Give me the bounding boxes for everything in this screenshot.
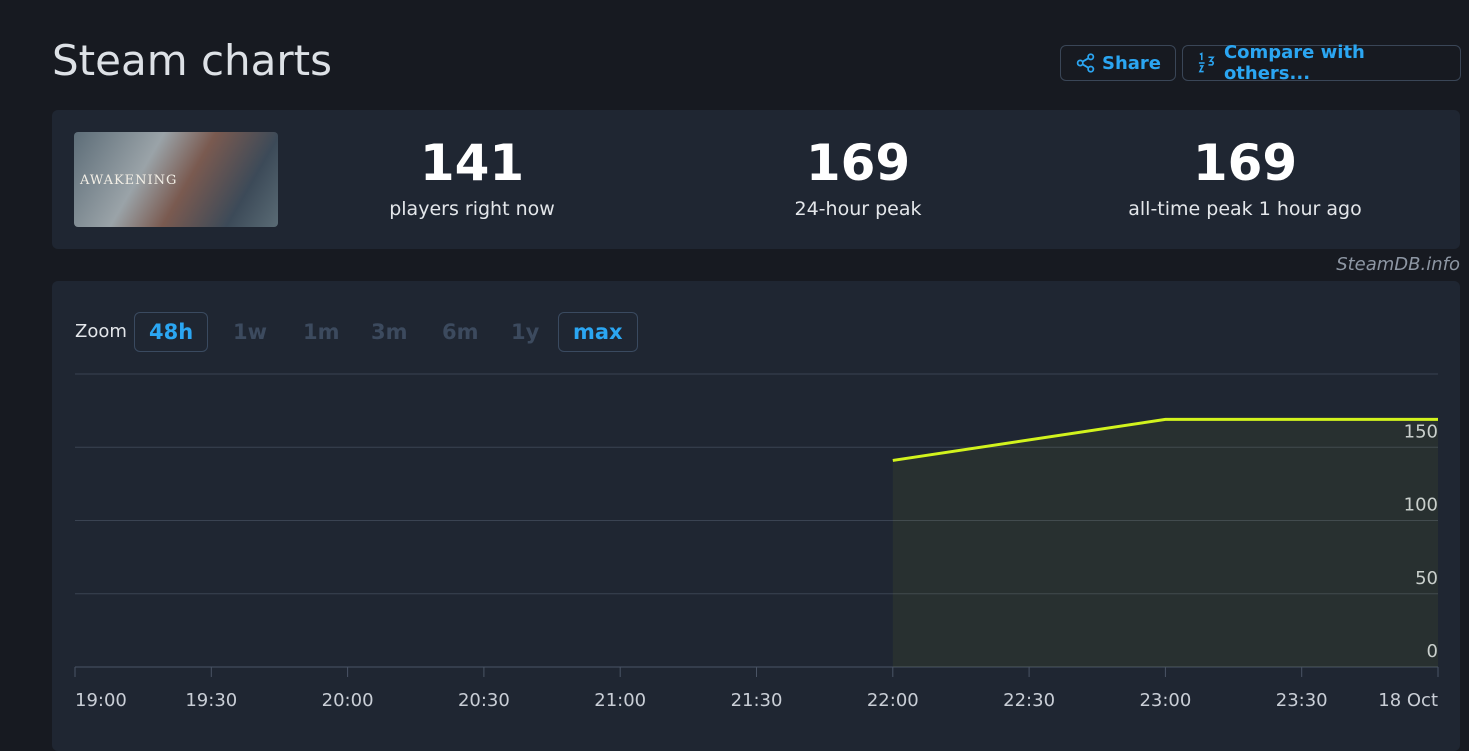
share-button[interactable]: Share (1060, 45, 1176, 81)
stat-value: 169 (805, 134, 911, 192)
stat-value: 141 (419, 134, 525, 192)
stat-label: all-time peak 1 hour ago (1128, 198, 1362, 220)
zoom-option[interactable]: 1w (233, 320, 268, 344)
x-tick-label: 21:00 (594, 690, 646, 711)
y-tick-label: 50 (1415, 568, 1438, 589)
stat: 169 24-hour peak (678, 132, 1038, 220)
zoom-option[interactable]: 1m (303, 320, 340, 344)
line (892, 417, 1438, 462)
compare-label: Compare with others... (1223, 42, 1365, 84)
x-tick-label: 19:00 (75, 690, 127, 711)
x-tick-label: 23:30 (1276, 690, 1328, 711)
stat: 141 players right now (292, 132, 652, 220)
compare-icon (1198, 52, 1215, 73)
x-tick-label: 20:00 (322, 690, 374, 711)
zoom-option[interactable]: 48h (134, 312, 209, 352)
zoom-option[interactable]: max (558, 312, 638, 352)
y-tick-label: 0 (1427, 641, 1438, 662)
share-label: Share (1101, 52, 1161, 74)
compare-button[interactable]: Compare with others... (1182, 42, 1461, 84)
zoom-option[interactable]: 1y (511, 320, 540, 344)
stat-label: players right now (389, 198, 555, 220)
page-title: Steam charts (52, 36, 333, 85)
zoom-option[interactable]: 3m (371, 320, 408, 344)
x-tick-label: 21:30 (731, 690, 783, 711)
stats-panel (52, 110, 1460, 249)
zoom-option[interactable]: 6m (442, 320, 479, 344)
x-tick-label: 18 Oct (1378, 690, 1438, 711)
area (892, 419, 1438, 667)
credit[interactable]: SteamDB.info (1336, 254, 1460, 275)
x-tick-label: 23:00 (1139, 690, 1191, 711)
game-capsule[interactable]: AWAKENING (74, 132, 278, 227)
capsule-text: AWAKENING (80, 173, 178, 188)
share-icon (1076, 53, 1095, 73)
zoom-label: Zoom (75, 321, 127, 342)
x-tick-label: 19:30 (185, 690, 237, 711)
x-tick-label: 20:30 (458, 690, 510, 711)
stat-value: 169 (1192, 134, 1298, 192)
stat-label: 24-hour peak (794, 198, 922, 220)
x-tick-label: 22:30 (1003, 690, 1055, 711)
x-tick-label: 22:00 (867, 690, 919, 711)
stat: 169 all-time peak 1 hour ago (1065, 132, 1425, 220)
y-tick-label: 150 (1404, 421, 1438, 442)
y-tick-label: 100 (1404, 495, 1438, 516)
